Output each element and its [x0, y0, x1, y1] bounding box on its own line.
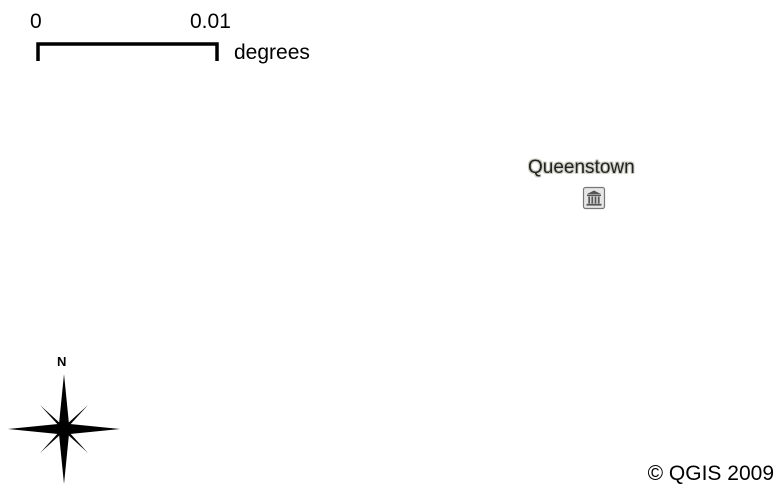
scale-bar-start-label: 0 — [30, 10, 42, 33]
scale-bar-end-label: 0.01 — [190, 10, 231, 33]
north-label: N — [57, 354, 67, 369]
place-label: Queenstown — [528, 157, 635, 178]
scale-bar-unit-label: degrees — [234, 41, 310, 64]
scale-bar-line — [36, 42, 219, 61]
town-hall-icon — [582, 186, 606, 210]
copyright-label: © QGIS 2009 — [647, 462, 774, 485]
place-marker-queenstown[interactable]: Queenstown — [524, 154, 668, 214]
north-arrow: N — [8, 352, 122, 486]
scale-bar: 0 0.01 degrees — [30, 8, 350, 68]
compass-star-icon — [8, 374, 120, 484]
